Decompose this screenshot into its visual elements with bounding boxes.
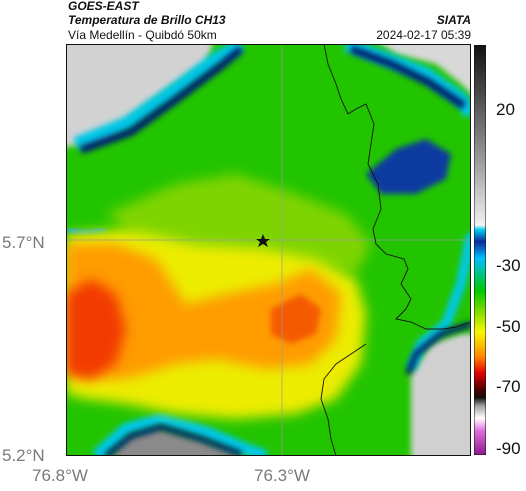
orange-region (66, 244, 341, 379)
latitude-label-5-2: 5.2°N (2, 446, 45, 465)
star-icon (256, 234, 270, 247)
red-core-left (66, 279, 126, 379)
colorbar-tick-minus50: -50 (496, 317, 521, 336)
route-subtitle: Vía Medellín - Quibdó 50km (68, 28, 217, 42)
clear-area-top-right (381, 44, 471, 94)
clear-area-lower-right (411, 334, 471, 456)
longitude-label-76-3: 76.3°W (254, 466, 310, 485)
colorbar-tick-minus90: -90 (496, 439, 521, 458)
red-core-center (271, 294, 321, 344)
temperature-colorbar (474, 45, 486, 455)
cloud-core-right (405, 321, 471, 376)
clear-area-bottom (112, 429, 242, 456)
colorbar-tick-minus70: -70 (496, 377, 521, 396)
department-boundary-south (320, 343, 367, 456)
department-boundary (323, 44, 471, 330)
product-title: Temperatura de Brillo CH13 (68, 13, 226, 27)
longitude-label-76-8: 76.8°W (32, 466, 88, 485)
cloud-core-east (366, 139, 451, 194)
colorbar-tick-minus30: -30 (496, 256, 521, 275)
clear-area-top-left (66, 44, 213, 147)
latitude-label-5-7: 5.7°N (2, 233, 45, 252)
timestamp-label: 2024-02-17 05:39 (376, 28, 471, 42)
cloud-edge-bottom (91, 412, 268, 456)
cloud-core-bottom (104, 423, 243, 456)
cloud-core-top (79, 45, 467, 154)
colorbar-tick-20: 20 (496, 100, 515, 119)
organization-label: SIATA (436, 13, 471, 27)
light-green-area (106, 174, 371, 274)
brightness-temperature-map (66, 44, 471, 456)
satellite-name: GOES-EAST (68, 0, 139, 13)
